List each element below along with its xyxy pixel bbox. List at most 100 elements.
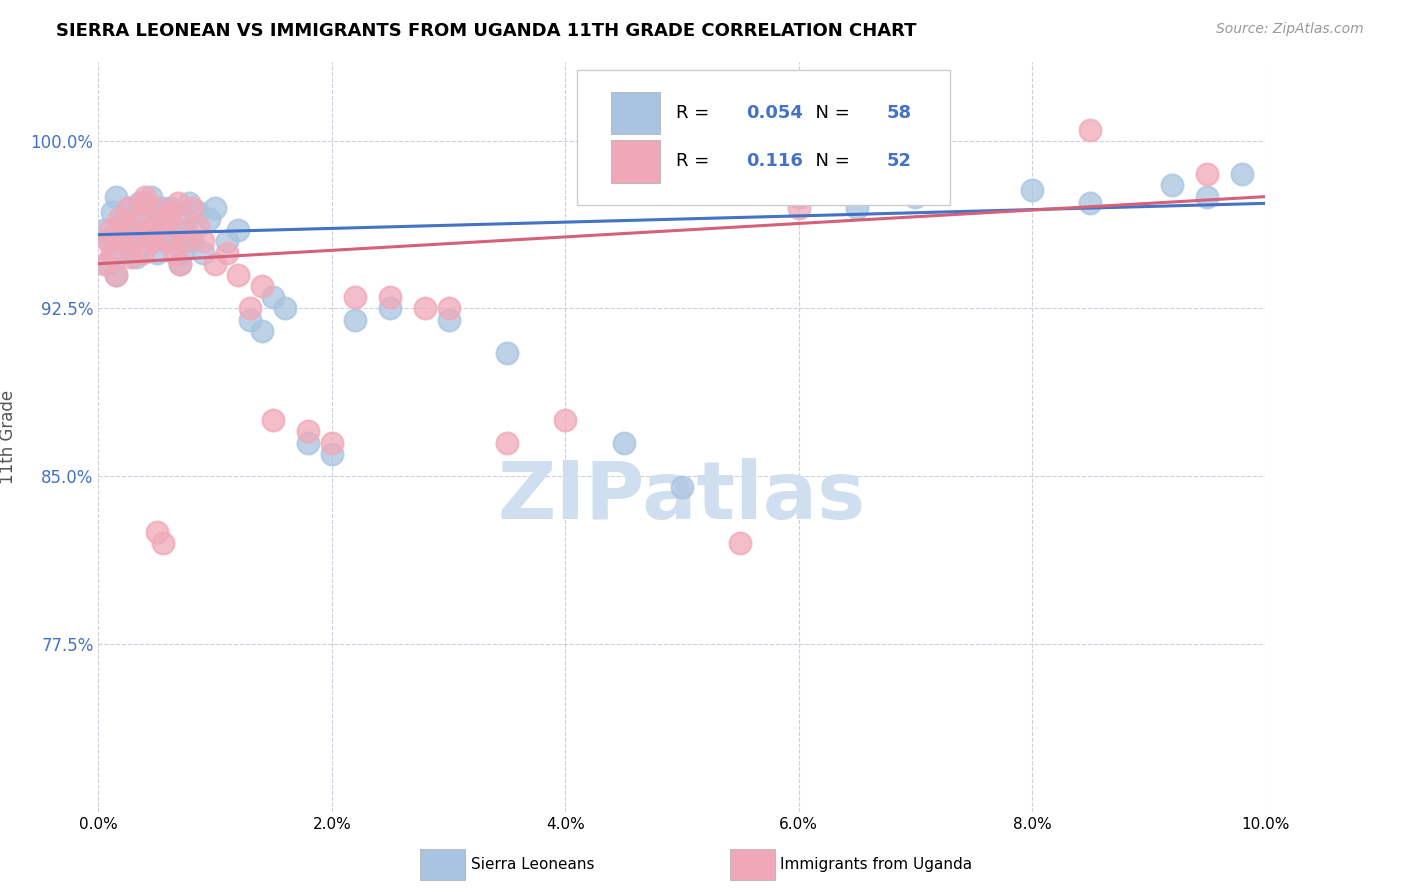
Point — [228, 223, 250, 237]
Point — [1161, 178, 1184, 193]
Point — [321, 447, 343, 461]
Point — [163, 227, 186, 242]
Point — [136, 223, 159, 237]
Point — [166, 196, 188, 211]
Point — [787, 189, 810, 203]
Point — [97, 235, 120, 249]
Point — [554, 413, 576, 427]
Point — [1080, 196, 1102, 211]
Point — [437, 301, 460, 316]
Text: R =: R = — [676, 104, 716, 122]
Point — [101, 245, 124, 260]
Text: ZIPatlas: ZIPatlas — [498, 458, 866, 536]
Point — [215, 245, 238, 260]
Point — [108, 212, 131, 227]
Text: 52: 52 — [886, 153, 911, 170]
Point — [112, 212, 135, 227]
Point — [228, 268, 250, 282]
Point — [174, 223, 197, 237]
Point — [122, 223, 145, 237]
Point — [172, 223, 194, 237]
Point — [152, 201, 174, 215]
Point — [139, 189, 162, 203]
Point — [120, 250, 142, 264]
Point — [204, 257, 226, 271]
Point — [132, 245, 155, 260]
Point — [125, 250, 148, 264]
Point — [172, 245, 194, 260]
Point — [155, 235, 177, 249]
Point — [101, 205, 124, 219]
Point — [671, 480, 693, 494]
Text: N =: N = — [804, 104, 856, 122]
Point — [239, 312, 262, 326]
Point — [787, 201, 810, 215]
Point — [136, 223, 159, 237]
Point — [187, 219, 209, 233]
Point — [198, 212, 221, 227]
Text: Source: ZipAtlas.com: Source: ZipAtlas.com — [1216, 22, 1364, 37]
Point — [263, 290, 285, 304]
Point — [1080, 122, 1102, 136]
Point — [1021, 183, 1043, 197]
Text: SIERRA LEONEAN VS IMMIGRANTS FROM UGANDA 11TH GRADE CORRELATION CHART: SIERRA LEONEAN VS IMMIGRANTS FROM UGANDA… — [56, 22, 917, 40]
Point — [179, 196, 201, 211]
Point — [117, 201, 139, 215]
Y-axis label: 11th Grade: 11th Grade — [0, 390, 17, 484]
Text: Immigrants from Uganda: Immigrants from Uganda — [780, 857, 973, 871]
Text: 0.054: 0.054 — [747, 104, 803, 122]
FancyBboxPatch shape — [610, 140, 659, 183]
Point — [139, 227, 162, 242]
Text: R =: R = — [676, 153, 716, 170]
Point — [157, 212, 180, 227]
FancyBboxPatch shape — [576, 70, 950, 205]
Point — [380, 290, 402, 304]
Point — [174, 235, 197, 249]
Point — [496, 435, 519, 450]
Point — [159, 205, 181, 219]
Point — [132, 196, 155, 211]
Point — [163, 245, 186, 260]
Point — [413, 301, 436, 316]
Text: N =: N = — [804, 153, 856, 170]
Point — [128, 212, 150, 227]
Point — [380, 301, 402, 316]
Point — [134, 227, 156, 242]
Point — [143, 235, 166, 249]
Text: 58: 58 — [886, 104, 911, 122]
Point — [187, 205, 209, 219]
Point — [250, 324, 273, 338]
Point — [215, 235, 238, 249]
Point — [157, 235, 180, 249]
Point — [104, 189, 127, 203]
Point — [193, 245, 215, 260]
Point — [239, 301, 262, 316]
Point — [98, 235, 121, 249]
Point — [344, 290, 367, 304]
Point — [104, 268, 127, 282]
Point — [250, 279, 273, 293]
Point — [117, 201, 139, 215]
Point — [97, 257, 120, 271]
Text: 0.116: 0.116 — [747, 153, 803, 170]
Point — [846, 201, 869, 215]
Point — [159, 201, 181, 215]
Point — [169, 257, 191, 271]
Point — [152, 536, 174, 550]
Point — [613, 435, 636, 450]
Point — [204, 201, 226, 215]
Point — [108, 219, 131, 233]
Text: Sierra Leoneans: Sierra Leoneans — [471, 857, 595, 871]
Point — [1197, 189, 1219, 203]
Point — [166, 212, 188, 227]
Point — [263, 413, 285, 427]
Point — [169, 257, 191, 271]
Point — [730, 536, 752, 550]
Point — [193, 235, 215, 249]
Point — [122, 235, 145, 249]
Point — [437, 312, 460, 326]
Point — [180, 201, 202, 215]
Point — [111, 235, 134, 249]
Point — [104, 268, 127, 282]
Point — [98, 223, 121, 237]
